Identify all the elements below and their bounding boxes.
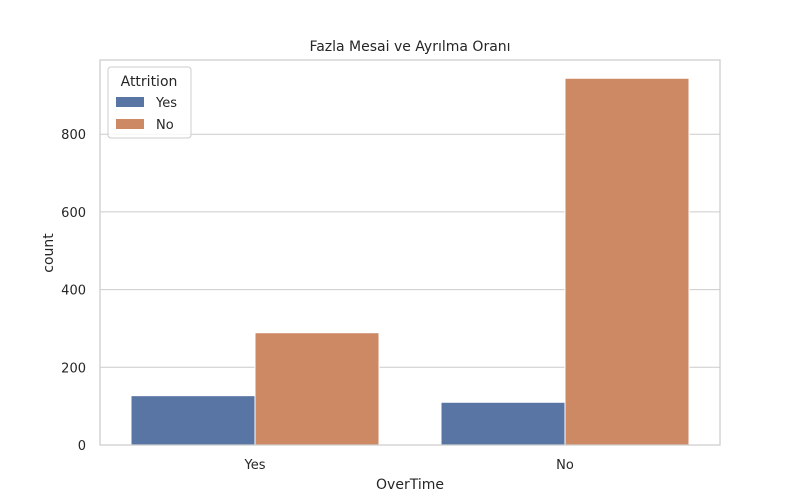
- legend-swatch-yes: [116, 97, 144, 107]
- x-tick-label: No: [556, 458, 574, 473]
- y-tick-label: 600: [61, 206, 86, 221]
- y-axis-label: count: [41, 233, 57, 273]
- y-tick-label: 800: [61, 128, 86, 143]
- chart-title: Fazla Mesai ve Ayrılma Oranı: [309, 39, 510, 55]
- legend-swatch-no: [116, 119, 144, 129]
- bar-yes-yes: [130, 395, 256, 446]
- legend-label-yes: Yes: [155, 96, 177, 111]
- legend-label-no: No: [156, 118, 174, 133]
- legend-title: Attrition: [121, 74, 178, 90]
- x-tick-label: Yes: [244, 458, 266, 473]
- x-axis-label: OverTime: [376, 477, 444, 493]
- plot-frame: [99, 59, 721, 446]
- bars: [130, 77, 690, 446]
- bar-no-no: [564, 77, 690, 446]
- y-tick-label: 200: [61, 361, 86, 376]
- x-axis-ticks: Yes No: [244, 458, 574, 473]
- y-tick-label: 0: [78, 439, 86, 454]
- y-tick-label: 400: [61, 284, 86, 299]
- bar-no-yes: [440, 401, 566, 446]
- y-axis-ticks: 0 200 400 600 800: [61, 128, 86, 454]
- legend: Attrition Yes No: [107, 66, 192, 139]
- bar-yes-no: [254, 332, 380, 446]
